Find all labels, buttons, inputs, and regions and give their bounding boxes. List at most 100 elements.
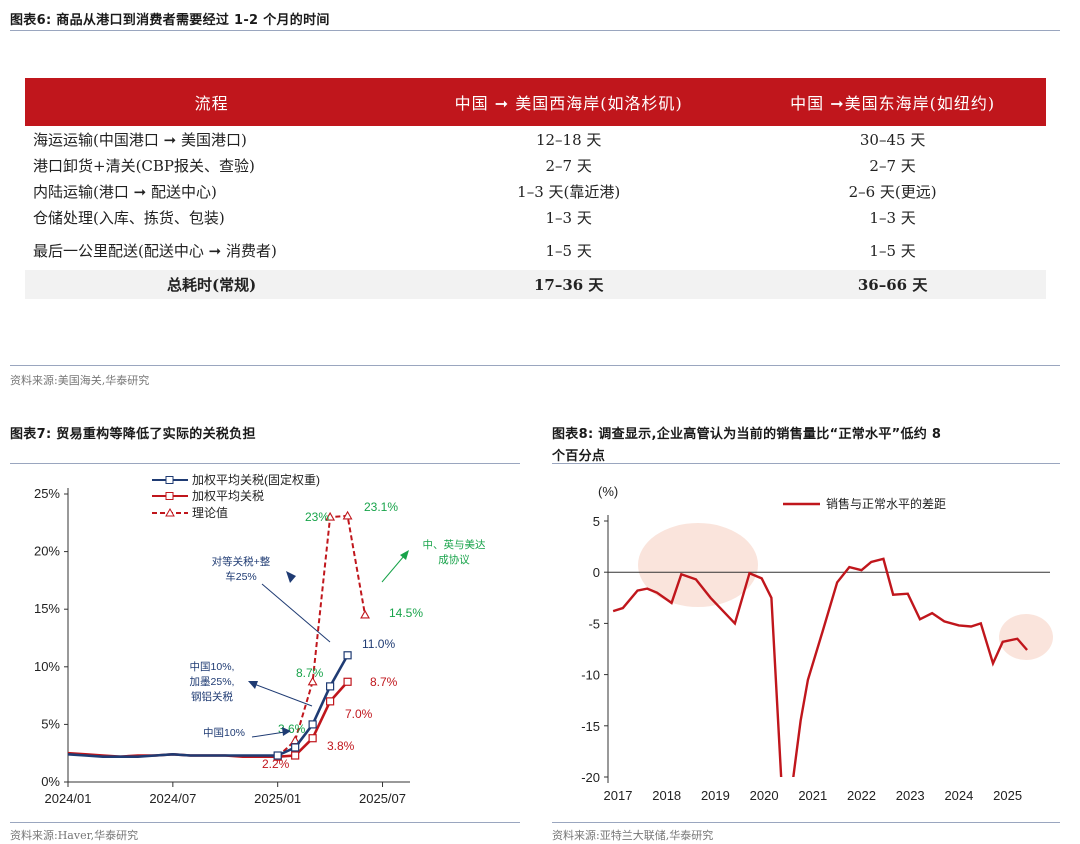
data-label: 11.0% <box>362 637 395 651</box>
fig8-title-line2: 个百分点 <box>552 449 606 464</box>
table-row: 海运运输(中国港口 ➞ 美国港口) 12–18 天 30–45 天 <box>25 126 1046 152</box>
y-tick-label: 0% <box>41 774 60 789</box>
x-tick-label: 2024 <box>944 788 973 803</box>
data-label: 8.7% <box>296 666 324 680</box>
fixed-weight-line <box>67 654 349 758</box>
table-row: 港口卸货+清关(CBP报关、查验) 2–7 天 2–7 天 <box>25 152 1046 178</box>
y-tick-label: 5 <box>593 514 600 529</box>
annotation-arrowhead <box>400 550 409 560</box>
data-label: 14.5% <box>389 606 423 620</box>
header-process: 流程 <box>25 78 399 126</box>
fig8-title-line1: 图表8: 调查显示,企业高管认为当前的销售量比“正常水平”低约 8 <box>552 427 942 442</box>
row-east-days: 1–3 天 <box>869 208 916 227</box>
annotation: 中国10%,加墨25%,钢铝关税 <box>190 660 235 703</box>
fig7-title-rule <box>10 463 520 464</box>
data-label: 3.8% <box>327 739 355 753</box>
row-east-days: 30–45 天 <box>859 130 926 149</box>
annotation-arrow <box>251 731 286 738</box>
annotation-arrow <box>261 583 331 643</box>
annotation-arrowhead <box>282 727 291 736</box>
process-time-table: 流程 中国 ➞ 美国西海岸(如洛杉矶) 中国 ➞美国东海岸(如纽约) 海运运输(… <box>25 78 1046 299</box>
x-tick-label: 2025/07 <box>359 791 406 806</box>
fig7-title: 图表7: 贸易重构等降低了实际的关税负担 <box>10 427 256 442</box>
data-label: 2.2% <box>262 757 290 771</box>
row-west-days: 12–18 天 <box>535 130 602 149</box>
annotation: 对等关税+整车25% <box>212 555 271 583</box>
weighted-marker <box>308 734 317 743</box>
total-west-days: 17–36 天 <box>398 270 740 299</box>
fig6-title: 图表6: 商品从港口到消费者需要经过 1-2 个月的时间 <box>10 13 330 28</box>
x-tick-label: 2023 <box>896 788 925 803</box>
row-process: 海运运输(中国港口 ➞ 美国港口) <box>33 130 247 149</box>
fig7-source-rule <box>10 822 520 823</box>
x-tick-label: 2022 <box>847 788 876 803</box>
y-tick-label: -15 <box>581 719 600 734</box>
legend-marker <box>165 476 174 484</box>
y-tick-label: 25% <box>34 486 60 501</box>
annotation-arrow <box>253 683 313 707</box>
fixed-weight-marker <box>291 743 300 752</box>
row-process: 内陆运输(港口 ➞ 配送中心) <box>33 182 217 201</box>
data-label: 7.0% <box>345 707 373 721</box>
fixed-weight-marker <box>273 751 282 760</box>
table-row: 仓储处理(入库、拣货、包装) 1–3 天 1–3 天 <box>25 204 1046 230</box>
y-tick-label: 15% <box>34 601 60 616</box>
fixed-weight-marker <box>343 651 352 660</box>
legend-label: 理论值 <box>192 505 228 520</box>
header-east-coast: 中国 ➞美国东海岸(如纽约) <box>739 78 1046 126</box>
fig6-source: 资料来源:美国海关,华泰研究 <box>10 374 150 387</box>
fig6-source-rule <box>10 365 1060 366</box>
sales-gap-chart: (%) 5 0 -5 -10 -15 -20 2017 2018 2019 2020 2021 2022… <box>581 484 1053 803</box>
data-label: 3.6% <box>278 722 306 736</box>
legend-marker <box>165 507 175 517</box>
fig7-source: 资料来源:Haver,华泰研究 <box>10 829 139 842</box>
x-tick-label: 2018 <box>652 788 681 803</box>
fig6-title-rule <box>10 30 1060 31</box>
fig8-source: 资料来源:亚特兰大联储,华泰研究 <box>552 829 714 842</box>
weighted-marker <box>343 677 352 686</box>
y-tick-label: -20 <box>581 770 600 785</box>
y-tick-label: 5% <box>41 716 60 731</box>
fig8-source-rule <box>552 822 1060 823</box>
weighted-marker <box>326 697 335 706</box>
legend-marker <box>165 492 174 500</box>
theory-marker <box>360 609 371 619</box>
theory-marker <box>307 676 318 686</box>
annotation: 中国10% <box>203 726 245 739</box>
row-west-days: 2–7 天 <box>545 156 592 175</box>
fig8-title-rule <box>552 463 1060 464</box>
y-tick-label: 0 <box>593 565 600 580</box>
row-east-days: 1–5 天 <box>869 241 916 260</box>
sales-gap-line <box>612 557 1028 777</box>
annotation-arrow <box>381 555 405 583</box>
row-west-days: 1–3 天(靠近港) <box>517 182 621 201</box>
total-east-days: 36–66 天 <box>739 270 1046 299</box>
row-process: 港口卸货+清关(CBP报关、查验) <box>33 156 255 175</box>
weighted-marker <box>291 751 300 760</box>
tariff-chart: 0% 5% 10% 15% 20% 25% 2024/01 2024/07 2025/01 202… <box>34 472 486 806</box>
legend-label: 销售与正常水平的差距 <box>826 496 946 511</box>
total-label: 总耗时(常规) <box>25 270 399 299</box>
data-label: 23% <box>305 510 329 524</box>
data-label: 23.1% <box>364 500 398 514</box>
unit-label: (%) <box>598 484 618 499</box>
table-total-row: 总耗时(常规) 17–36 天 36–66 天 <box>25 270 1046 299</box>
x-tick-label: 2020 <box>750 788 779 803</box>
row-east-days: 2–7 天 <box>869 156 916 175</box>
row-east-days: 2–6 天(更远) <box>848 182 937 201</box>
x-tick-label: 2021 <box>798 788 827 803</box>
row-west-days: 1–5 天 <box>545 241 592 260</box>
theory-marker <box>325 511 336 521</box>
table-row: 内陆运输(港口 ➞ 配送中心) 1–3 天(靠近港) 2–6 天(更远) <box>25 178 1046 204</box>
x-tick-label: 2025/01 <box>254 791 301 806</box>
fixed-weight-marker <box>308 720 317 729</box>
annotation-arrowhead <box>286 571 296 583</box>
x-tick-label: 2024/01 <box>45 791 92 806</box>
theory-marker <box>342 510 353 520</box>
legend-label: 加权平均关税 <box>192 489 264 503</box>
y-tick-label: -5 <box>588 616 600 631</box>
row-process: 仓储处理(入库、拣货、包装) <box>33 208 225 227</box>
x-tick-label: 2025 <box>993 788 1022 803</box>
annotation: 中、英与美达成协议 <box>423 538 486 566</box>
data-label: 8.7% <box>370 675 398 689</box>
